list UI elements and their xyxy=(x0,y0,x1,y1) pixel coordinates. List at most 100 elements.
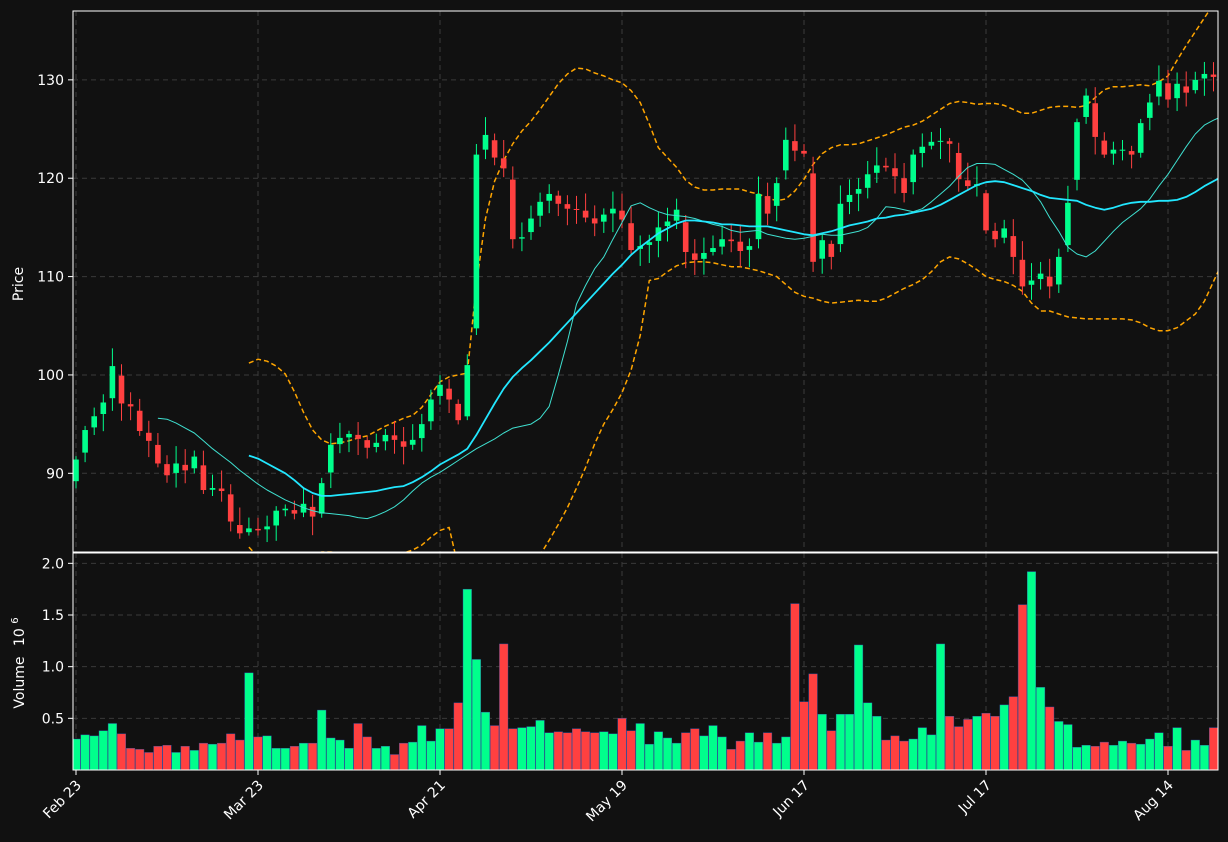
volume-bar xyxy=(1199,745,1209,770)
candle-body xyxy=(1083,95,1089,117)
candle-body xyxy=(764,196,771,214)
volume-bar xyxy=(153,746,163,770)
volume-bar xyxy=(708,725,718,770)
volume-tick-label: 2.0 xyxy=(42,556,64,572)
volume-panel-plot xyxy=(73,571,1218,770)
volume-bar xyxy=(653,731,663,770)
candle-body xyxy=(309,506,316,517)
candle-body xyxy=(755,193,762,240)
candle-body xyxy=(473,154,480,329)
candle-body xyxy=(892,168,898,177)
volume-bar xyxy=(963,719,973,770)
volume-bar xyxy=(717,736,727,770)
volume-bar xyxy=(835,714,845,770)
volume-bar xyxy=(244,672,254,770)
price-tick-label: 130 xyxy=(37,73,64,89)
candle-body xyxy=(428,399,434,422)
candle-body xyxy=(391,435,398,440)
volume-bar xyxy=(126,748,136,770)
candle-body xyxy=(136,410,143,432)
candle-body xyxy=(173,463,179,473)
volume-bar xyxy=(1172,727,1182,770)
candle-body xyxy=(218,488,225,492)
volume-bar xyxy=(408,741,418,770)
candle-body xyxy=(127,404,134,407)
candle-body xyxy=(109,366,116,399)
volume-bar xyxy=(253,736,263,770)
volume-bar xyxy=(817,714,827,770)
volume-bar xyxy=(544,732,554,770)
volume-bar xyxy=(508,728,518,770)
candle-body xyxy=(455,403,461,421)
candle-body xyxy=(610,208,616,214)
candle-body xyxy=(1037,273,1044,280)
candle-body xyxy=(591,218,598,224)
volume-bar xyxy=(517,727,527,770)
candle-body xyxy=(682,222,689,252)
candle-body xyxy=(883,165,889,168)
candle-body xyxy=(1046,276,1053,287)
candle-body xyxy=(164,464,170,476)
volume-bar xyxy=(326,737,336,770)
volume-bar xyxy=(198,742,208,770)
candle-body xyxy=(1001,228,1007,238)
candle-body xyxy=(227,494,234,522)
volume-bar xyxy=(289,746,299,770)
volume-bar xyxy=(981,712,991,770)
candle-body xyxy=(946,141,953,144)
candle-body xyxy=(491,140,498,158)
candle-body xyxy=(446,388,452,400)
volume-bar xyxy=(107,723,117,770)
ma-fast-line xyxy=(157,117,1218,520)
volume-bar xyxy=(226,733,236,770)
volume-tick-label: 0.5 xyxy=(42,711,64,727)
candle-body xyxy=(437,384,443,396)
volume-axis-title: Volume 10 6 xyxy=(10,617,28,708)
volume-bar xyxy=(89,735,99,770)
volume-bar xyxy=(280,748,290,770)
volume-bar xyxy=(1154,732,1164,770)
volume-bar xyxy=(1090,746,1100,770)
candle-body xyxy=(1183,86,1189,93)
candle-body xyxy=(510,179,516,240)
volume-bar xyxy=(908,738,918,770)
candle-body xyxy=(828,243,835,257)
candle-body xyxy=(255,528,261,531)
candle-body xyxy=(546,193,552,201)
volume-bar xyxy=(262,735,272,770)
candle-body xyxy=(1128,151,1135,155)
candle-body xyxy=(855,189,862,194)
volume-bar xyxy=(681,732,691,770)
candle-body xyxy=(1156,80,1162,97)
volume-bar xyxy=(972,716,982,770)
candle-body xyxy=(482,134,489,150)
volume-bar xyxy=(453,702,463,770)
candle-body xyxy=(264,526,270,530)
volume-bar xyxy=(872,716,882,770)
candle-body xyxy=(155,444,161,464)
candle-body xyxy=(619,210,625,220)
volume-bar xyxy=(171,752,181,770)
candle-body xyxy=(409,439,416,445)
volume-bar xyxy=(1063,724,1073,770)
volume-bar xyxy=(744,732,754,770)
candle-body xyxy=(1028,280,1035,285)
candle-body xyxy=(519,237,525,239)
volume-bar xyxy=(116,733,126,770)
candle-body xyxy=(901,178,907,193)
volume-bar xyxy=(572,728,582,770)
candle-body xyxy=(118,375,125,404)
candle-body xyxy=(1074,122,1080,180)
price-axis-title: Price xyxy=(11,267,27,301)
volume-bar xyxy=(754,741,764,770)
candle-body xyxy=(692,253,698,260)
price-tick-label: 110 xyxy=(37,270,64,286)
candle-body xyxy=(710,248,716,252)
volume-bar xyxy=(189,750,199,770)
volume-bar xyxy=(1017,604,1027,770)
candle-body xyxy=(537,201,543,216)
volume-bar xyxy=(353,723,363,770)
candle-body xyxy=(337,437,343,445)
price-tick-label: 120 xyxy=(37,171,64,187)
volume-bar xyxy=(954,726,964,770)
